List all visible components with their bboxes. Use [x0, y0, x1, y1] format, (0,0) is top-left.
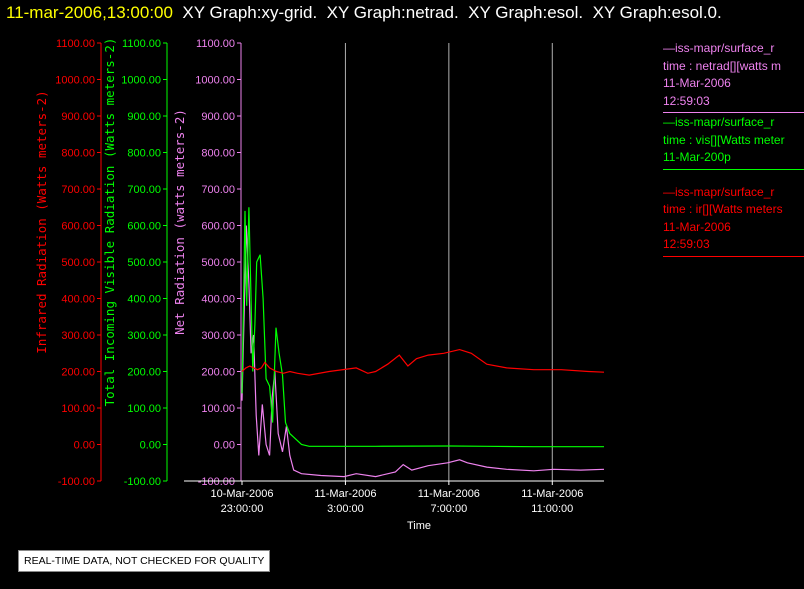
ir-tick-label: 1000.00 — [55, 75, 95, 87]
header-graph-netrad: XY Graph:netrad. — [326, 3, 459, 22]
netrad-axis-title: Net Radiation (watts meters-2) — [172, 109, 187, 335]
x-axis-title: Time — [407, 520, 431, 532]
netrad-tick-label: 900.00 — [201, 111, 235, 123]
ir-axis-title: Infrared Radiation (Watts meters-2) — [34, 90, 49, 353]
vis-tick-label: 300.00 — [127, 330, 161, 342]
ir-tick-label: 400.00 — [61, 294, 95, 306]
netrad-tick-label: 400.00 — [201, 294, 235, 306]
x-tick-label: 11-Mar-2006 3:00:00 — [314, 488, 376, 515]
header-graph-esol: XY Graph:esol. — [468, 3, 584, 22]
ir-tick-label: 1100.00 — [56, 38, 95, 50]
legend-date: 11-Mar-2006 — [663, 219, 731, 234]
netrad-tick-label: -100.00 — [198, 476, 235, 488]
vis-tick-label: 0.00 — [140, 440, 161, 452]
ir-tick-label: -100.00 — [58, 476, 95, 488]
netrad-tick-label: 100.00 — [201, 403, 235, 415]
vis-tick-label: 700.00 — [127, 184, 161, 196]
series-line-netrad — [241, 225, 605, 478]
netrad-tick-label: 1000.00 — [195, 75, 235, 87]
legend-date: 11-Mar-200p — [663, 150, 731, 164]
legend-source: —iss-mapr/surface_r — [663, 184, 775, 199]
legend-variable: time : vis[][Watts meter — [663, 132, 785, 147]
ir-tick-label: 0.00 — [74, 440, 95, 452]
netrad-tick-label: 0.00 — [214, 440, 235, 452]
netrad-tick-label: 800.00 — [201, 148, 235, 160]
series-line-vis — [241, 207, 604, 448]
vis-tick-label: 600.00 — [127, 221, 161, 233]
netrad-tick-label: 700.00 — [201, 184, 235, 196]
header-graph-esol-0: XY Graph:esol.0. — [592, 3, 722, 22]
ir-tick-label: 500.00 — [61, 257, 95, 269]
vis-tick-label: 800.00 — [127, 148, 161, 160]
vis-axis-title: Total Incoming Visible Radiation (Watts … — [102, 38, 117, 407]
ir-tick-label: 600.00 — [61, 221, 95, 233]
vis-tick-label: 200.00 — [127, 367, 161, 379]
legend-time: 12:59:03 — [663, 237, 710, 251]
x-tick-label: 11-Mar-2006 11:00:00 — [521, 488, 583, 515]
legend-divider — [663, 112, 804, 113]
netrad-tick-label: 200.00 — [201, 367, 235, 379]
netrad-tick-label: 600.00 — [201, 221, 235, 233]
legend-date: 11-Mar-2006 — [663, 76, 731, 90]
legend-source: —iss-mapr/surface_r — [663, 41, 775, 55]
netrad-tick-label: 300.00 — [201, 330, 235, 342]
quality-notice: REAL-TIME DATA, NOT CHECKED FOR QUALITY — [18, 550, 271, 572]
header-timestamp: 11-mar-2006,13:00:00 — [6, 3, 173, 22]
x-tick-label: 10-Mar-2006 23:00:00 — [211, 488, 274, 515]
ir-tick-label: 200.00 — [61, 367, 95, 379]
chart-header: 11-mar-2006,13:00:00 XY Graph:xy-grid. X… — [6, 1, 722, 25]
legend-divider — [663, 168, 804, 170]
legend-time: 12:59:03 — [663, 93, 710, 108]
ir-tick-label: 900.00 — [61, 111, 95, 123]
vis-tick-label: 1000.00 — [121, 75, 161, 87]
ir-tick-label: 800.00 — [61, 148, 95, 160]
vis-tick-label: 500.00 — [127, 257, 161, 269]
legend-divider — [663, 255, 804, 257]
vis-tick-label: 400.00 — [127, 294, 161, 306]
legend-variable: time : ir[][Watts meters — [663, 202, 783, 216]
ir-tick-label: 700.00 — [61, 184, 95, 196]
ir-tick-label: 300.00 — [61, 330, 95, 342]
netrad-tick-label: 1100.00 — [196, 38, 235, 50]
vis-tick-label: 1100.00 — [122, 38, 161, 50]
x-tick-label: 11-Mar-2006 7:00:00 — [418, 488, 480, 515]
netrad-tick-label: 500.00 — [201, 257, 235, 269]
vis-tick-label: 900.00 — [127, 111, 161, 123]
legend-variable: time : netrad[][watts m — [663, 58, 782, 73]
vis-tick-label: -100.00 — [124, 476, 161, 488]
ir-tick-label: 100.00 — [61, 403, 95, 415]
series-line-ir — [241, 348, 605, 376]
header-graph-xy-grid: XY Graph:xy-grid. — [182, 3, 318, 22]
legend-source: —iss-mapr/surface_r — [663, 115, 775, 129]
vis-tick-label: 100.00 — [127, 403, 161, 415]
